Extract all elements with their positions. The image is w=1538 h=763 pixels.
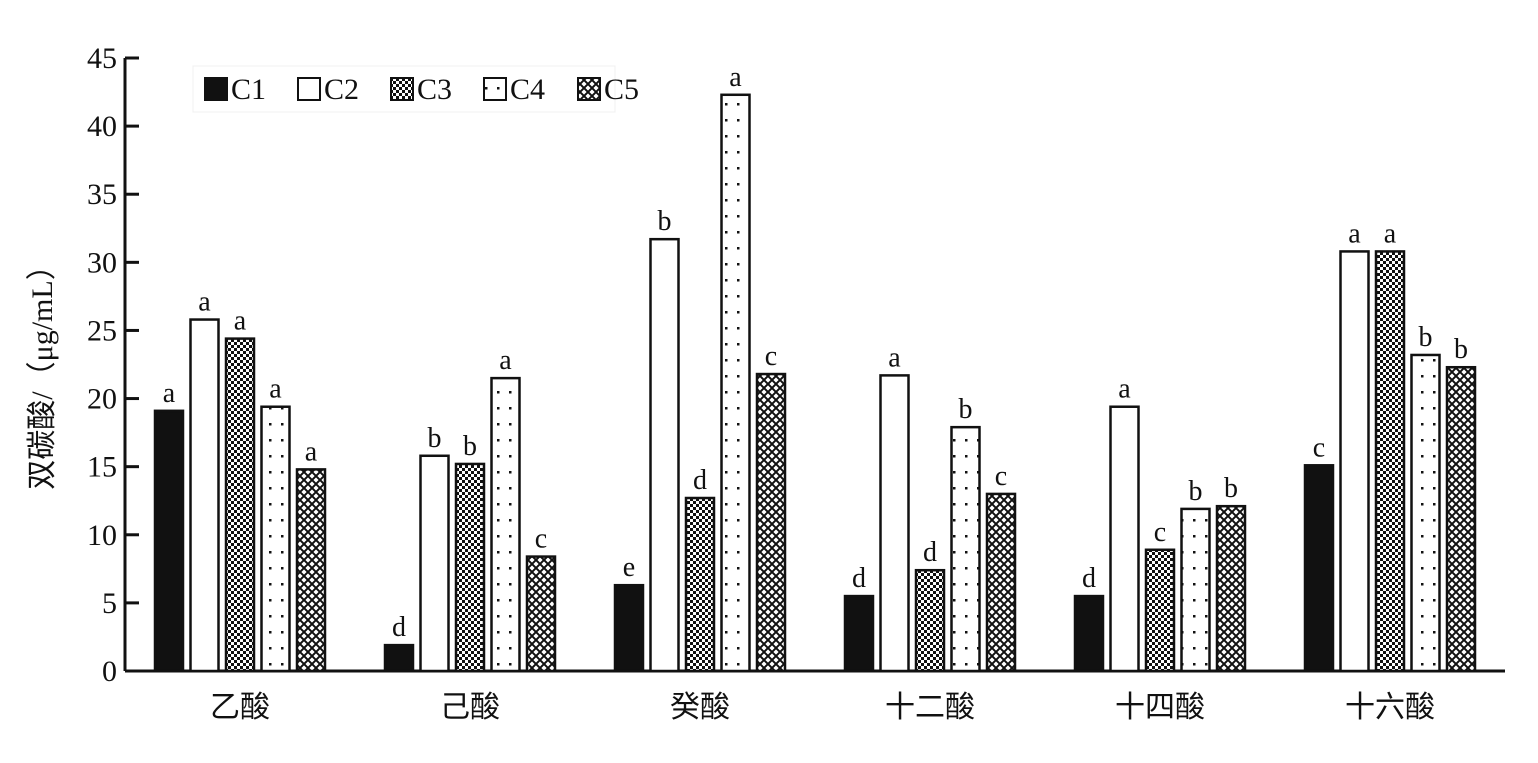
x-category-label: 癸酸 — [670, 691, 730, 724]
legend-swatch-c5 — [577, 77, 601, 101]
significance-label: a — [499, 345, 512, 376]
bar-c4 — [1410, 353, 1441, 673]
significance-label: a — [729, 62, 742, 93]
significance-label: a — [1348, 218, 1361, 249]
significance-label: a — [234, 306, 247, 337]
significance-label: d — [852, 563, 866, 594]
y-tick-label: 15 — [87, 451, 117, 484]
significance-label: b — [1224, 473, 1238, 504]
significance-label: b — [658, 206, 672, 237]
legend-label-c4: C4 — [510, 73, 545, 106]
significance-label: a — [1118, 374, 1131, 405]
bar-c3 — [454, 462, 486, 673]
bar-c1 — [1073, 594, 1105, 673]
legend-swatch-c4 — [483, 77, 507, 101]
significance-label: e — [623, 552, 635, 583]
bar-c3 — [1374, 250, 1406, 673]
bar-c5 — [295, 468, 327, 673]
significance-label: d — [693, 465, 707, 496]
bar-c5 — [1445, 365, 1477, 673]
bar-c1 — [613, 583, 645, 673]
significance-label: c — [1154, 517, 1166, 548]
significance-label: a — [269, 374, 282, 405]
bar-c2 — [419, 454, 450, 673]
legend-swatch-c3 — [390, 77, 414, 101]
x-category-label: 十六酸 — [1345, 691, 1435, 724]
significance-label: a — [305, 436, 318, 467]
legend: C1 C2 C3 C4 C5 — [192, 65, 639, 113]
significance-label: d — [1082, 563, 1096, 594]
significance-label: d — [923, 537, 937, 568]
bar-c3 — [224, 337, 256, 673]
bar-c4 — [720, 93, 751, 673]
significance-label: c — [995, 461, 1007, 492]
significance-label: d — [392, 612, 406, 643]
y-tick-label: 0 — [102, 655, 117, 688]
significance-label: b — [463, 431, 477, 462]
significance-label: c — [765, 341, 777, 372]
legend-label-c5: C5 — [604, 73, 639, 106]
bar-c3 — [684, 496, 716, 673]
y-tick-label: 35 — [87, 178, 117, 211]
bar-c2 — [1109, 405, 1140, 673]
significance-label: a — [1384, 218, 1397, 249]
significance-label: c — [1313, 432, 1325, 463]
bar-c5 — [525, 555, 557, 673]
legend-swatch-c1 — [204, 77, 228, 101]
y-tick-label: 10 — [87, 519, 117, 552]
significance-label: a — [163, 378, 176, 409]
y-tick-label: 45 — [87, 42, 117, 75]
bar-c2 — [879, 374, 910, 673]
bar-c1 — [1303, 464, 1335, 673]
significance-label: b — [1454, 334, 1468, 365]
bar-c1 — [383, 643, 415, 673]
legend-label-c3: C3 — [417, 73, 452, 106]
bar-c3 — [914, 568, 946, 673]
y-axis-label: 双碳酸/（μg/mL） — [26, 250, 59, 489]
bar-c5 — [1215, 504, 1247, 673]
significance-label: b — [428, 423, 442, 454]
bar-c4 — [260, 405, 291, 673]
y-tick-label: 20 — [87, 383, 117, 416]
bar-c4 — [1180, 507, 1211, 673]
bar-c2 — [189, 318, 220, 673]
y-tick-label: 40 — [87, 110, 117, 143]
x-category-label: 十二酸 — [885, 691, 975, 724]
bar-c2 — [649, 237, 680, 673]
axes: 0 5 10 15 20 25 30 35 40 45 乙酸 己酸 癸酸 十二酸 十四酸 十六酸 — [87, 42, 1505, 724]
y-tick-label: 5 — [102, 587, 117, 620]
significance-label: b — [959, 394, 973, 425]
bar-c4 — [950, 425, 981, 673]
bar-c1 — [153, 409, 185, 673]
bar-c3 — [1144, 548, 1176, 673]
bar-c2 — [1339, 250, 1370, 673]
significance-label: b — [1189, 476, 1203, 507]
bar-c5 — [985, 492, 1017, 673]
y-tick-label: 25 — [87, 314, 117, 347]
significance-label: a — [888, 342, 901, 373]
legend-label-c1: C1 — [231, 73, 266, 106]
x-category-label: 乙酸 — [210, 691, 270, 724]
legend-swatch-c2 — [297, 77, 321, 101]
legend-label-c2: C2 — [324, 73, 359, 106]
bar-c1 — [843, 594, 875, 673]
significance-label: a — [198, 287, 211, 318]
x-category-label: 十四酸 — [1115, 691, 1205, 724]
significance-label: c — [535, 524, 547, 555]
significance-label: b — [1419, 322, 1433, 353]
bar-c4 — [490, 376, 521, 673]
y-tick-label: 30 — [87, 246, 117, 279]
x-category-label: 己酸 — [440, 691, 500, 724]
bar-c5 — [755, 372, 787, 673]
